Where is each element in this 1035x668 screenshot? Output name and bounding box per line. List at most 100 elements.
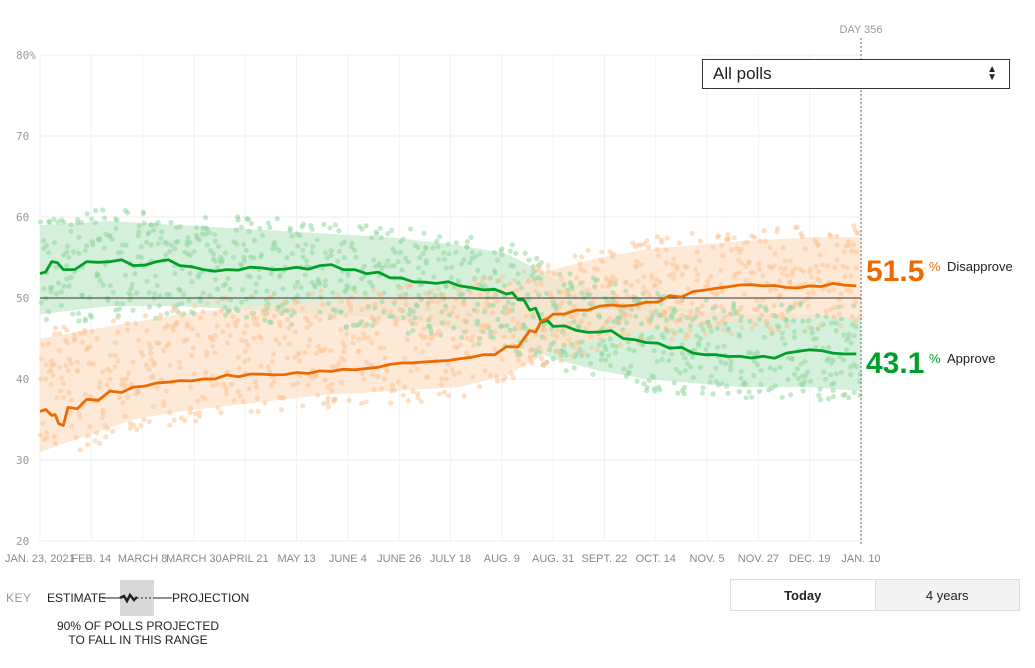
poll-dot: [259, 232, 266, 238]
poll-dot: [655, 253, 662, 259]
y-tick-label: 40: [16, 373, 29, 386]
poll-dot: [71, 249, 77, 255]
poll-dot: [322, 278, 328, 284]
poll-dot: [360, 331, 367, 337]
today-button[interactable]: Today: [731, 580, 875, 610]
poll-dot: [612, 281, 618, 287]
poll-dot: [789, 271, 795, 277]
poll-dot: [172, 270, 178, 276]
poll-dot: [625, 331, 631, 338]
x-tick-label: NOV. 5: [690, 553, 725, 565]
poll-dot: [134, 290, 140, 296]
poll-dot: [290, 382, 296, 388]
poll-dot: [176, 359, 182, 365]
poll-dot: [274, 216, 280, 222]
poll-dot: [353, 289, 359, 295]
poll-dot: [157, 312, 164, 318]
poll-dot: [115, 329, 121, 335]
poll-dot: [599, 283, 605, 289]
poll-dot: [112, 352, 118, 359]
poll-dot: [191, 371, 197, 377]
poll-dot: [817, 278, 823, 284]
poll-dot: [241, 254, 247, 260]
poll-dot: [820, 286, 826, 293]
poll-dot: [276, 247, 282, 254]
key-range-note: 90% OF POLLS PROJECTED TO FALL IN THIS R…: [56, 619, 220, 647]
poll-dot: [397, 249, 404, 256]
poll-dot: [138, 254, 145, 260]
poll-dot: [109, 236, 115, 242]
poll-dot: [204, 242, 210, 248]
poll-dot: [158, 235, 164, 241]
poll-dot: [40, 237, 47, 244]
poll-dot: [445, 241, 451, 247]
poll-dot: [341, 254, 347, 261]
poll-dot: [492, 346, 498, 353]
poll-dot: [225, 275, 231, 282]
poll-dot: [853, 265, 859, 271]
poll-dot: [196, 413, 203, 419]
four-years-button[interactable]: 4 years: [874, 580, 1019, 610]
poll-dot: [420, 349, 426, 355]
poll-dot: [718, 381, 725, 387]
poll-dot: [671, 275, 677, 281]
poll-dot: [705, 278, 711, 284]
poll-dot: [278, 407, 284, 413]
poll-dot: [772, 251, 778, 257]
poll-dot: [179, 266, 185, 272]
poll-dot: [443, 265, 449, 271]
poll-dot: [325, 301, 332, 307]
poll-dot: [455, 277, 461, 284]
poll-dot: [148, 242, 154, 248]
poll-dot: [361, 376, 367, 382]
poll-dot: [328, 348, 334, 354]
poll-dot: [325, 384, 331, 390]
poll-dot: [335, 292, 341, 298]
x-tick-label: APRIL 21: [222, 553, 269, 565]
poll-dot: [373, 231, 380, 237]
poll-dot: [677, 299, 684, 306]
poll-dot: [611, 318, 617, 324]
poll-dot: [570, 353, 576, 359]
poll-dot: [490, 294, 496, 300]
poll-dot: [525, 278, 532, 284]
poll-dot: [760, 272, 766, 279]
poll-dot: [833, 328, 839, 334]
poll-dot: [550, 299, 556, 305]
poll-dot: [79, 339, 85, 346]
poll-filter-select[interactable]: All polls ▲ ▼: [702, 59, 1010, 89]
poll-dot: [554, 333, 560, 340]
poll-dot: [603, 357, 609, 363]
poll-dot: [825, 263, 831, 269]
poll-dot: [185, 234, 191, 241]
key-estimate-label: ESTIMATE: [47, 591, 107, 605]
poll-dot: [68, 360, 74, 366]
poll-dot: [705, 341, 711, 348]
poll-dot: [570, 314, 576, 320]
poll-dot: [171, 417, 177, 423]
poll-dot: [340, 340, 346, 346]
poll-dot: [350, 340, 356, 346]
poll-dot: [470, 333, 476, 339]
poll-dot: [466, 312, 472, 318]
poll-dot: [618, 310, 625, 316]
poll-dot: [243, 296, 250, 302]
poll-dot: [220, 382, 226, 388]
poll-dot: [391, 263, 397, 269]
poll-dot: [720, 327, 726, 333]
poll-dot: [578, 254, 585, 260]
poll-dot: [849, 248, 855, 254]
poll-dot: [156, 303, 162, 309]
poll-dot: [344, 331, 350, 337]
poll-dot: [414, 366, 421, 372]
poll-dot: [100, 282, 107, 288]
poll-dot: [652, 282, 658, 288]
poll-dot: [210, 343, 216, 349]
poll-dot: [508, 370, 514, 376]
poll-dot: [834, 242, 840, 248]
poll-dot: [148, 350, 154, 356]
poll-dot: [738, 304, 744, 310]
poll-dot: [148, 345, 154, 351]
poll-dot: [625, 370, 632, 376]
poll-dot: [671, 256, 677, 262]
